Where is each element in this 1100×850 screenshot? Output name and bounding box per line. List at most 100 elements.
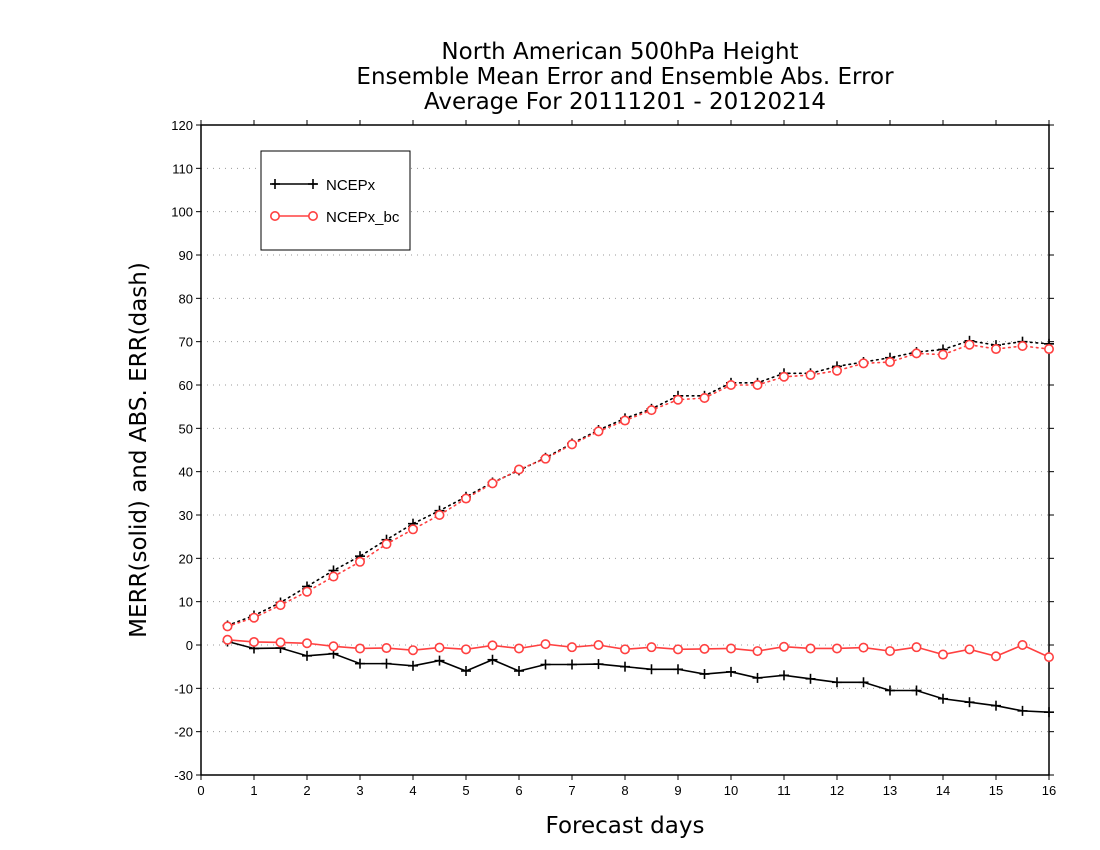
- point-ncepx-bc-merr: [619, 644, 630, 655]
- x-tick-label: 14: [936, 783, 950, 798]
- point-ncepx-bc-merr: [778, 641, 789, 652]
- x-tick-label: 10: [724, 783, 738, 798]
- point-ncepx-bc-abs-err: [540, 453, 551, 464]
- point-ncepx-merr: [381, 658, 392, 669]
- legend-items: NCEPx NCEPx_bc: [269, 177, 400, 226]
- point-ncepx-bc-abs-err: [407, 524, 418, 535]
- x-tick-label: 12: [830, 783, 844, 798]
- point-ncepx-bc-merr: [911, 642, 922, 653]
- x-tick-label: 16: [1042, 783, 1056, 798]
- y-tick-label: -30: [174, 768, 193, 783]
- point-ncepx-bc-abs-err: [381, 539, 392, 550]
- point-ncepx-bc-merr: [434, 642, 445, 653]
- x-tick-label: 13: [883, 783, 897, 798]
- point-ncepx-merr: [567, 659, 577, 670]
- point-ncepx-bc-merr: [566, 642, 577, 653]
- point-ncepx-bc-abs-err: [222, 621, 233, 632]
- point-ncepx-merr: [885, 685, 895, 696]
- series-layer: [222, 335, 1055, 718]
- y-tick-label: 60: [179, 378, 193, 393]
- point-ncepx-merr: [779, 670, 789, 681]
- point-ncepx-bc-merr: [937, 649, 948, 660]
- y-tick-label: 0: [186, 638, 193, 653]
- point-ncepx-merr: [514, 666, 524, 676]
- point-ncepx-merr: [487, 654, 498, 665]
- legend-marker-ncepx-bc: [269, 211, 280, 222]
- x-tick-label: 7: [568, 783, 575, 798]
- point-ncepx-bc-merr: [249, 636, 260, 647]
- point-ncepx-bc-abs-err: [434, 509, 445, 520]
- point-ncepx-bc-abs-err: [354, 556, 365, 567]
- x-axis-title: Forecast days: [546, 813, 705, 839]
- point-ncepx-bc-merr: [1044, 652, 1055, 663]
- y-tick-label: 120: [171, 118, 193, 133]
- point-ncepx-bc-abs-err: [672, 394, 683, 405]
- point-ncepx-merr: [673, 664, 683, 675]
- y-tick-label: 110: [172, 161, 193, 176]
- point-ncepx-bc-merr: [1017, 639, 1028, 650]
- y-tick-label: 30: [179, 508, 193, 523]
- point-ncepx-bc-abs-err: [805, 370, 816, 381]
- point-ncepx-bc-abs-err: [619, 415, 630, 426]
- x-tick-label: 9: [674, 783, 681, 798]
- point-ncepx-merr: [991, 700, 1001, 711]
- y-axis-title: MERR(solid) and ABS. ERR(dash): [126, 262, 152, 638]
- point-ncepx-bc-abs-err: [1017, 340, 1028, 351]
- point-ncepx-merr: [620, 661, 630, 672]
- point-ncepx-bc-abs-err: [831, 365, 842, 376]
- point-ncepx-bc-merr: [646, 642, 657, 653]
- point-ncepx-merr: [1017, 705, 1028, 716]
- legend-marker-ncepx: [308, 179, 318, 189]
- point-ncepx-bc-merr: [990, 651, 1001, 662]
- x-tick-label: 15: [989, 783, 1003, 798]
- series-ncepx-bc-abs-err: [222, 339, 1055, 632]
- point-ncepx-bc-merr: [752, 646, 763, 657]
- point-ncepx-merr: [752, 672, 763, 683]
- point-ncepx-merr: [593, 659, 604, 670]
- x-tick-label: 1: [250, 783, 257, 798]
- point-ncepx-merr: [1044, 707, 1054, 718]
- point-ncepx-merr: [540, 659, 551, 670]
- point-ncepx-merr: [302, 650, 312, 661]
- point-ncepx-bc-merr: [460, 644, 471, 655]
- title-line-2: Ensemble Mean Error and Ensemble Abs. Er…: [356, 64, 894, 90]
- point-ncepx-merr: [726, 666, 736, 677]
- title-line-1: North American 500hPa Height: [441, 39, 798, 65]
- point-ncepx-merr: [911, 685, 922, 696]
- series-ncepx-bc-merr: [222, 634, 1055, 663]
- point-ncepx-bc-abs-err: [911, 348, 922, 359]
- point-ncepx-merr: [805, 673, 816, 684]
- y-tick-label: 70: [179, 335, 193, 350]
- point-ncepx-merr: [408, 660, 418, 671]
- point-ncepx-bc-merr: [275, 637, 286, 648]
- point-ncepx-bc-abs-err: [646, 405, 657, 416]
- x-tick-label: 3: [356, 783, 363, 798]
- point-ncepx-bc-abs-err: [301, 586, 312, 597]
- point-ncepx-bc-merr: [222, 634, 233, 645]
- point-ncepx-bc-merr: [354, 643, 365, 654]
- point-ncepx-bc-abs-err: [884, 357, 895, 368]
- point-ncepx-bc-merr: [381, 643, 392, 654]
- x-tick-label: 0: [197, 783, 204, 798]
- title-line-3: Average For 20111201 - 20120214: [424, 89, 826, 115]
- point-ncepx-bc-merr: [407, 645, 418, 656]
- point-ncepx-bc-merr: [328, 641, 339, 652]
- point-ncepx-merr: [646, 664, 657, 675]
- point-ncepx-bc-merr: [487, 640, 498, 651]
- point-ncepx-bc-abs-err: [752, 379, 763, 390]
- point-ncepx-bc-abs-err: [725, 379, 736, 390]
- point-ncepx-bc-merr: [672, 644, 683, 655]
- point-ncepx-bc-abs-err: [249, 612, 260, 623]
- point-ncepx-bc-merr: [805, 643, 816, 654]
- point-ncepx-bc-merr: [831, 643, 842, 654]
- point-ncepx-bc-merr: [884, 646, 895, 657]
- point-ncepx-bc-merr: [858, 642, 869, 653]
- series-ncepx-merr: [222, 636, 1054, 718]
- y-tick-label: 80: [179, 291, 193, 306]
- x-tick-label: 8: [621, 783, 628, 798]
- point-ncepx-bc-abs-err: [699, 392, 710, 403]
- point-ncepx-merr: [434, 655, 445, 666]
- point-ncepx-bc-merr: [540, 639, 551, 650]
